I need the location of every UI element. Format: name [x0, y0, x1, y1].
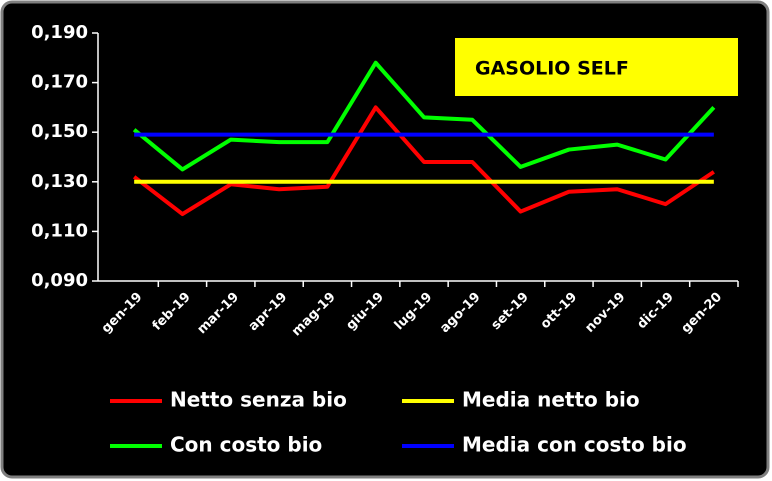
y-tick-label: 0,090	[31, 270, 88, 291]
legend-label: Media netto bio	[462, 388, 640, 412]
y-tick-label: 0,190	[31, 22, 88, 43]
title-box	[455, 38, 738, 96]
chart-title: GASOLIO SELF	[475, 58, 629, 80]
y-tick-label: 0,150	[31, 121, 88, 142]
y-tick-label: 0,130	[31, 171, 88, 192]
legend-label: Media con costo bio	[462, 433, 687, 457]
series-line	[132, 60, 716, 172]
legend-label: Con costo bio	[170, 433, 322, 457]
y-tick-label: 0,110	[31, 220, 88, 241]
series-line	[132, 105, 715, 217]
y-tick-label: 0,170	[31, 72, 88, 93]
legend-label: Netto senza bio	[170, 388, 347, 412]
